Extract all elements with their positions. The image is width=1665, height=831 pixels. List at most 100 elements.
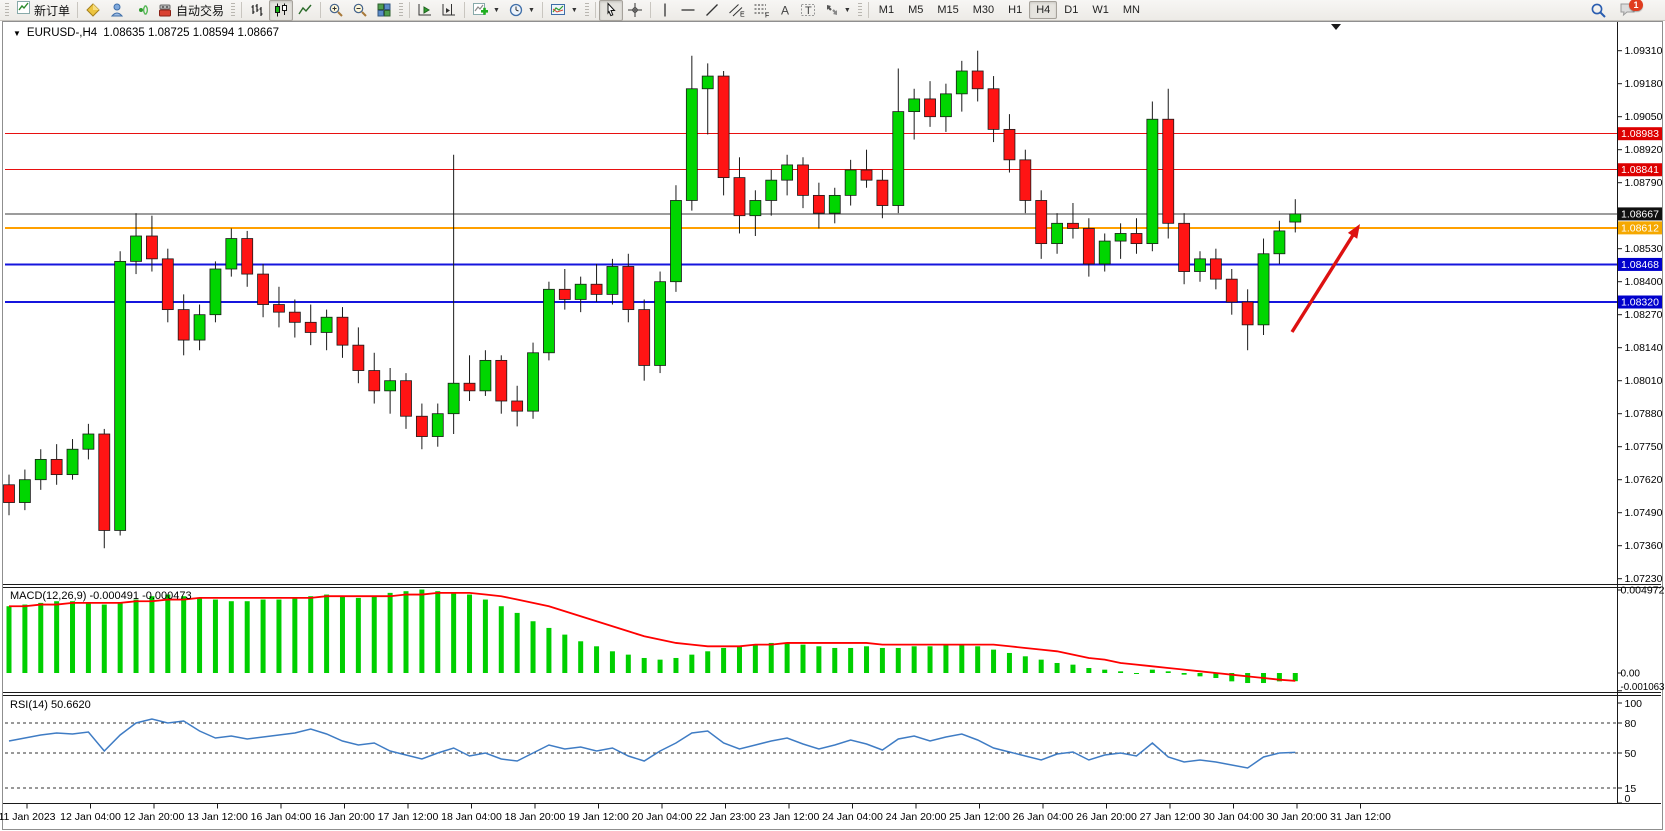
new-order-button[interactable]: 新订单 <box>12 0 74 21</box>
price-tick-label: 1.08010 <box>1625 375 1663 387</box>
macd-histogram-bar <box>70 601 76 673</box>
macd-histogram-bar <box>911 646 917 673</box>
toolbar-gripper[interactable] <box>399 3 404 17</box>
macd-histogram-bar <box>895 647 901 673</box>
macd-histogram-bar <box>387 592 393 673</box>
toolbar-gripper[interactable] <box>231 3 236 17</box>
market-watch-button[interactable] <box>81 0 105 21</box>
auto-trading-icon <box>159 4 172 17</box>
timeframe-m1[interactable]: M1 <box>878 4 895 16</box>
chart-shift-button[interactable] <box>437 0 461 21</box>
add-indicator-button[interactable]: ▼ <box>468 0 504 21</box>
candle-body <box>558 288 571 300</box>
data-window-button[interactable] <box>105 0 129 21</box>
time-axis-label: 13 Jan 12:00 <box>187 811 248 823</box>
candle-body <box>82 433 95 450</box>
candle-body <box>511 400 524 412</box>
price-tag-resistance <box>1618 127 1662 141</box>
tile-windows-icon <box>377 3 391 17</box>
channel-tool-button[interactable]: E <box>724 0 749 21</box>
timeframe-m15[interactable]: M15 <box>937 4 959 16</box>
candle-body <box>812 194 825 214</box>
candle-body <box>114 260 127 531</box>
separator <box>867 2 869 18</box>
horizontal-line-tool-button[interactable] <box>676 0 700 21</box>
candlestick-mode-button[interactable] <box>269 0 294 21</box>
toolbar-gripper[interactable] <box>5 3 9 17</box>
macd-histogram-bar <box>22 604 28 673</box>
trend-arrow-line[interactable] <box>1290 231 1357 333</box>
timeframes-button[interactable]: ▼ <box>504 0 539 21</box>
timeframe-m5[interactable]: M5 <box>908 4 924 16</box>
zoom-in-button[interactable] <box>324 0 348 21</box>
candle-body <box>225 238 238 270</box>
price-tick-label: 1.07750 <box>1625 441 1663 453</box>
macd-axis-label: 0.004972 <box>1621 585 1665 596</box>
time-axis-label: 16 Jan 20:00 <box>314 811 375 823</box>
macd-histogram-bar <box>260 599 266 673</box>
text-label-tool-button[interactable]: T <box>796 0 820 21</box>
macd-axis-label: -0.001063 <box>1621 682 1665 693</box>
scroll-to-end-marker[interactable] <box>1331 24 1341 30</box>
text-icon: A <box>781 4 789 18</box>
navigator-button[interactable] <box>129 0 153 21</box>
candle-body <box>781 164 794 181</box>
macd-histogram-bar <box>832 647 838 673</box>
time-axis-label: 12 Jan 04:00 <box>60 811 121 823</box>
macd-histogram-bar <box>355 597 361 673</box>
candle-body <box>495 359 508 402</box>
tile-windows-button[interactable] <box>372 0 396 21</box>
macd-histogram-bar <box>1197 673 1203 677</box>
time-axis-label: 19 Jan 12:00 <box>568 811 629 823</box>
new-order-label: 新订单 <box>34 3 71 18</box>
auto-trading-button[interactable]: 自动交易 <box>153 0 228 21</box>
notifications-button[interactable]: 1 <box>1619 0 1643 19</box>
timeframe-m30[interactable]: M30 <box>972 4 995 16</box>
macd-histogram-bar <box>546 627 552 673</box>
timeframe-h4[interactable]: H4 <box>1029 1 1058 19</box>
macd-histogram-bar <box>1070 664 1076 673</box>
candle-body <box>288 311 301 323</box>
vertical-line-tool-button[interactable] <box>654 0 676 21</box>
timeframe-d1[interactable]: D1 <box>1064 4 1079 16</box>
macd-histogram-bar <box>435 591 441 673</box>
trendline-tool-button[interactable] <box>700 0 724 21</box>
timeframe-w1[interactable]: W1 <box>1092 4 1109 16</box>
macd-histogram-bar <box>419 589 425 673</box>
crosshair-tool-button[interactable] <box>623 0 647 21</box>
fibonacci-tool-button[interactable]: F <box>749 0 774 21</box>
candle-body <box>209 268 222 316</box>
toolbar-gripper[interactable] <box>584 3 589 17</box>
text-tool-button[interactable]: A <box>774 0 796 21</box>
macd-histogram-bar <box>1038 659 1044 673</box>
zoom-out-button[interactable] <box>348 0 372 21</box>
macd-histogram-bar <box>530 621 536 673</box>
templates-button[interactable]: ▼ <box>546 0 582 21</box>
candle-body <box>257 273 269 305</box>
chart-dropdown-icon[interactable]: ▼ <box>13 28 21 38</box>
candle-body <box>717 75 730 179</box>
time-axis-label: 30 Jan 20:00 <box>1267 811 1328 823</box>
macd-histogram-bar <box>752 644 758 673</box>
macd-histogram-bar <box>1276 673 1282 682</box>
zoom-in-icon <box>329 3 343 17</box>
time-axis-label: 31 Jan 12:00 <box>1330 811 1391 823</box>
auto-scroll-button[interactable] <box>413 0 437 21</box>
timeframe-h1[interactable]: H1 <box>1008 4 1023 16</box>
arrows-tool-button[interactable]: ▼ <box>820 0 855 21</box>
trend-arrow-head[interactable] <box>1347 224 1360 239</box>
toolbar-gripper[interactable] <box>857 3 862 17</box>
line-chart-mode-button[interactable] <box>293 0 317 21</box>
macd-histogram-bar <box>609 651 615 673</box>
timeframe-mn[interactable]: MN <box>1122 4 1140 16</box>
candle-body <box>273 304 285 313</box>
svg-text:F: F <box>765 13 769 19</box>
macd-histogram-bar <box>705 651 711 673</box>
bar-chart-mode-button[interactable] <box>245 0 269 21</box>
candle-body <box>479 359 492 392</box>
cursor-tool-button[interactable] <box>598 0 623 21</box>
search-button[interactable] <box>1586 0 1611 21</box>
price-tick-label: 1.08270 <box>1625 309 1663 321</box>
candle-body <box>1289 213 1302 223</box>
